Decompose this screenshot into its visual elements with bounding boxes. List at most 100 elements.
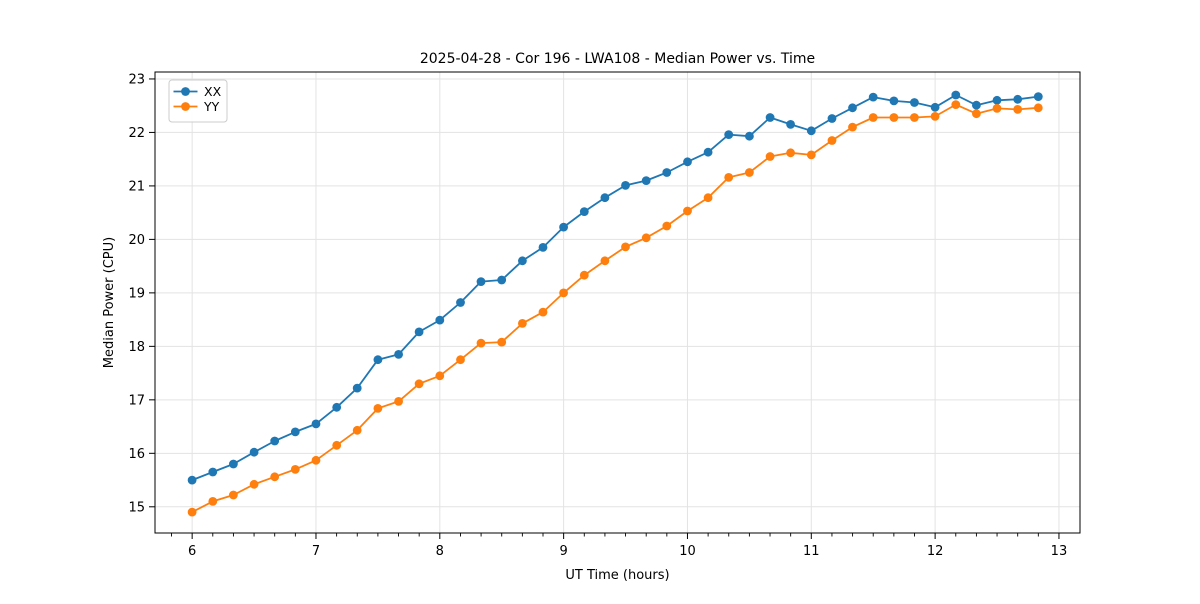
series-xx-marker [332, 402, 342, 412]
series-xx-marker [187, 475, 197, 485]
series-xx-marker [1033, 92, 1043, 101]
series-xx-marker [414, 327, 424, 337]
series-xx-marker [435, 315, 445, 325]
series-yy-marker [951, 100, 961, 109]
x-tick-label: 12 [927, 544, 944, 559]
series-xx-marker [518, 256, 527, 266]
data-series [187, 90, 1043, 517]
series-yy-marker [538, 307, 548, 317]
series-yy-marker [518, 319, 527, 328]
series-xx-marker [559, 222, 568, 232]
y-axis-label: Median Power (CPU) [102, 237, 117, 368]
series-xx-marker [641, 176, 651, 186]
series-yy-marker [579, 270, 589, 280]
x-tick-label: 11 [803, 544, 820, 559]
series-yy-marker [972, 109, 981, 119]
series-xx-marker [992, 95, 1002, 105]
series-xx-marker [249, 447, 259, 457]
y-tick-label: 16 [128, 447, 145, 462]
series-xx-marker [765, 113, 775, 122]
series-yy-marker [414, 379, 424, 389]
series-xx-marker [621, 181, 630, 190]
series-xx-marker [270, 436, 280, 446]
series-yy-marker [868, 113, 878, 122]
series-xx-marker [703, 147, 713, 157]
series-xx-marker [889, 96, 899, 106]
series-xx-marker [806, 126, 816, 136]
series-yy-marker [311, 455, 321, 465]
series-yy-marker [456, 355, 465, 365]
y-axis-tick-labels: 15 16 17 18 19 20 21 22 23 [128, 72, 145, 515]
axes-frame [154, 71, 1081, 534]
series-xx-marker [827, 114, 837, 123]
series-xx-marker [745, 131, 754, 141]
series-xx-marker [311, 419, 321, 429]
series-yy-marker [1013, 105, 1023, 114]
series-xx-marker [290, 427, 300, 437]
series-xx-marker [951, 90, 961, 100]
y-tick-label: 22 [128, 126, 145, 141]
chart-title: 2025-04-28 - Cor 196 - LWA108 - Median P… [420, 51, 815, 67]
series-xx-marker [1013, 94, 1023, 104]
y-axis-ticks [149, 78, 155, 508]
series-yy-marker [786, 148, 795, 158]
series-yy-line [191, 103, 1040, 513]
series-yy-marker [992, 104, 1002, 113]
series-xx-marker [724, 130, 734, 140]
x-axis-tick-labels: 6 7 8 9 10 11 12 13 [188, 544, 1067, 559]
series-yy-marker [229, 490, 238, 500]
x-tick-label: 13 [1051, 544, 1068, 559]
series-yy-marker [373, 404, 383, 413]
series-yy-marker [559, 288, 568, 298]
series-yy-marker [249, 479, 259, 489]
legend-marker-xx [181, 87, 190, 96]
series-yy-marker [827, 136, 837, 145]
series-xx-marker [229, 459, 238, 469]
grid-lines [155, 72, 1080, 533]
series-xx-marker [538, 243, 548, 252]
legend: XX YY [168, 79, 228, 123]
series-xx-marker [476, 277, 486, 286]
x-axis-ticks [171, 533, 1060, 539]
series-xx [187, 90, 1043, 485]
series-yy-marker [208, 497, 218, 506]
series-yy-marker [724, 173, 734, 182]
series-xx-marker [683, 157, 692, 167]
y-tick-label: 18 [128, 340, 145, 355]
y-tick-label: 20 [128, 233, 145, 248]
series-xx-marker [868, 92, 878, 102]
series-yy-marker [1033, 103, 1043, 113]
series-yy-marker [765, 152, 775, 161]
y-tick-label: 19 [128, 286, 145, 301]
series-yy-marker [662, 221, 672, 231]
y-tick-label: 15 [128, 500, 145, 515]
series-yy-marker [806, 150, 816, 160]
series-xx-marker [352, 383, 362, 393]
series-xx-marker [972, 100, 981, 110]
series-xx-marker [930, 102, 940, 112]
series-xx-marker [848, 103, 857, 113]
series-yy-marker [187, 507, 197, 517]
series-yy-marker [497, 337, 507, 347]
x-tick-label: 10 [679, 544, 696, 559]
series-yy [187, 100, 1043, 517]
series-yy-marker [745, 168, 754, 177]
x-axis-label: UT Time (hours) [565, 568, 669, 583]
series-yy-marker [621, 242, 630, 252]
series-xx-marker [208, 467, 218, 477]
legend-label-xx: XX [204, 84, 222, 99]
series-xx-marker [786, 120, 795, 129]
y-tick-label: 17 [128, 393, 145, 408]
series-yy-marker [600, 256, 610, 266]
series-yy-marker [476, 338, 486, 348]
series-yy-marker [641, 233, 651, 243]
legend-marker-yy [181, 102, 190, 111]
series-yy-marker [394, 397, 403, 406]
series-xx-marker [662, 168, 672, 177]
series-yy-marker [352, 425, 362, 435]
series-yy-marker [290, 465, 300, 474]
legend-label-yy: YY [203, 99, 220, 114]
x-tick-label: 8 [436, 544, 444, 559]
series-yy-marker [683, 206, 692, 216]
